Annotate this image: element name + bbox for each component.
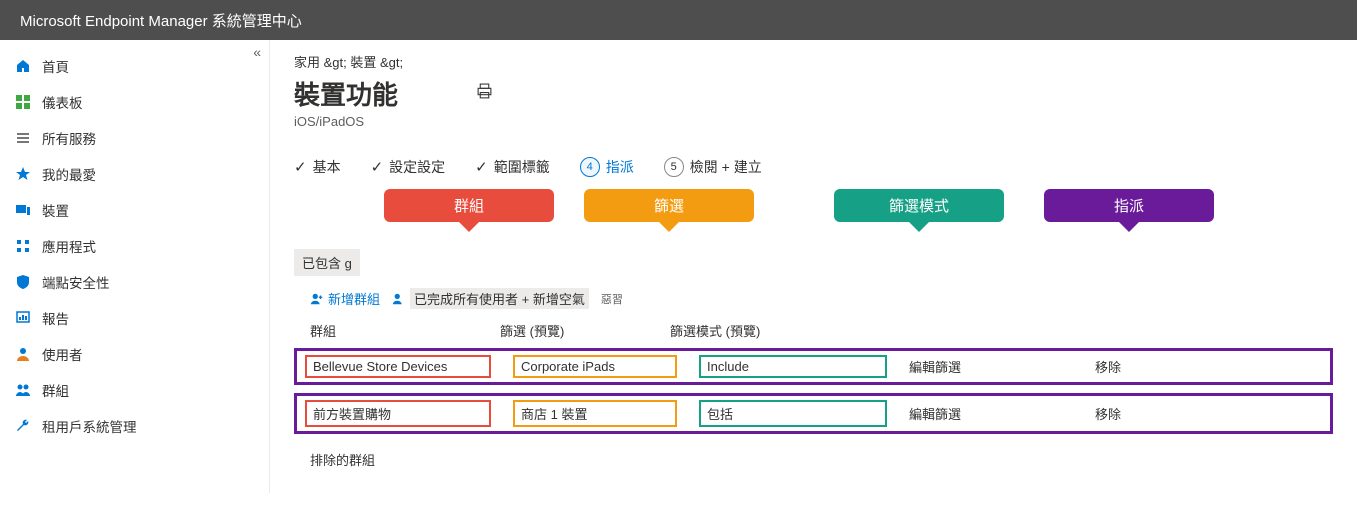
sidebar-item-label: 端點安全性	[42, 272, 110, 292]
dashboard-icon	[14, 93, 32, 111]
wrench-icon	[14, 417, 32, 435]
group-icon	[14, 381, 32, 399]
assignment-row: Bellevue Store Devices Corporate iPads I…	[294, 348, 1333, 385]
sidebar-item-all-services[interactable]: 所有服務	[0, 120, 269, 156]
breadcrumb[interactable]: 家用 &gt; 裝置 &gt;	[294, 52, 1333, 71]
check-icon: ✓	[371, 158, 384, 176]
check-icon: ✓	[475, 158, 488, 176]
step-number: 4	[580, 157, 600, 177]
header-group: 群組	[310, 321, 500, 340]
sidebar: « 首頁 儀表板 所有服務 我的最愛 裝置 應用程式 端點安全性	[0, 40, 270, 493]
add-all-users-button[interactable]: 已完成所有使用者 + 新增空氣	[392, 288, 589, 309]
sidebar-item-label: 群組	[42, 380, 69, 400]
sidebar-item-label: 租用戶系統管理	[42, 416, 137, 436]
callout-group: 群組	[384, 189, 554, 222]
table-headers: 群組 篩選 (預覽) 篩選模式 (預覽)	[294, 321, 1333, 340]
report-icon	[14, 309, 32, 327]
add-group-button[interactable]: 新增群組	[310, 289, 380, 308]
cell-filter: 商店 1 裝置	[513, 400, 677, 427]
sidebar-item-label: 應用程式	[42, 236, 96, 256]
included-groups-label: 已包含 g	[294, 249, 360, 276]
cell-mode: Include	[699, 355, 887, 378]
wizard-step-review[interactable]: 5檢閱 + 建立	[664, 157, 762, 177]
star-icon	[14, 165, 32, 183]
sidebar-item-endpoint-security[interactable]: 端點安全性	[0, 264, 269, 300]
edit-filter-link[interactable]: 編輯篩選	[901, 396, 1087, 431]
sidebar-item-tenant-admin[interactable]: 租用戶系統管理	[0, 408, 269, 444]
sidebar-item-label: 所有服務	[42, 128, 96, 148]
devices-icon	[14, 201, 32, 219]
sidebar-collapse-button[interactable]: «	[253, 44, 261, 60]
callout-filter: 篩選	[584, 189, 754, 222]
wizard-step-assignments[interactable]: 4指派	[580, 157, 634, 177]
top-bar: Microsoft Endpoint Manager 系統管理中心	[0, 0, 1357, 40]
main-content: 家用 &gt; 裝置 &gt; 裝置功能 iOS/iPadOS ✓基本 ✓設定設…	[270, 40, 1357, 493]
sidebar-item-reports[interactable]: 報告	[0, 300, 269, 336]
excluded-groups-label: 排除的群組	[294, 450, 1333, 469]
sidebar-item-apps[interactable]: 應用程式	[0, 228, 269, 264]
sidebar-item-label: 使用者	[42, 344, 83, 364]
cell-group: 前方裝置購物	[305, 400, 491, 427]
sidebar-item-devices[interactable]: 裝置	[0, 192, 269, 228]
check-icon: ✓	[294, 158, 307, 176]
shield-icon	[14, 273, 32, 291]
person-add-icon	[392, 292, 406, 306]
sidebar-item-label: 報告	[42, 308, 69, 328]
step-number: 5	[664, 157, 684, 177]
callout-assign: 指派	[1044, 189, 1214, 222]
header-mode: 篩選模式 (預覽)	[670, 321, 870, 340]
header-filter: 篩選 (預覽)	[500, 321, 670, 340]
sidebar-item-users[interactable]: 使用者	[0, 336, 269, 372]
callout-mode: 篩選模式	[834, 189, 1004, 222]
sidebar-item-label: 首頁	[42, 56, 69, 76]
sidebar-item-home[interactable]: 首頁	[0, 48, 269, 84]
remove-link[interactable]: 移除	[1087, 396, 1247, 431]
app-title: Microsoft Endpoint Manager 系統管理中心	[20, 10, 302, 31]
assignment-row: 前方裝置購物 商店 1 裝置 包括 編輯篩選 移除	[294, 393, 1333, 434]
person-add-icon	[310, 292, 324, 306]
page-subtitle: iOS/iPadOS	[294, 114, 1333, 129]
wizard-step-config[interactable]: ✓設定設定	[371, 157, 446, 177]
callout-annotations: 群組 篩選 篩選模式 指派	[294, 189, 1333, 243]
cell-mode: 包括	[699, 400, 887, 427]
sidebar-item-label: 裝置	[42, 200, 69, 220]
action-row: 新增群組 已完成所有使用者 + 新增空氣 惡習	[294, 288, 1333, 309]
remove-link[interactable]: 移除	[1087, 351, 1247, 382]
sidebar-item-label: 儀表板	[42, 92, 83, 112]
wizard-step-scope[interactable]: ✓範圍標籤	[475, 157, 550, 177]
wizard-step-basics[interactable]: ✓基本	[294, 157, 341, 177]
print-icon[interactable]	[476, 83, 493, 105]
sidebar-item-favorites[interactable]: 我的最愛	[0, 156, 269, 192]
apps-icon	[14, 237, 32, 255]
sidebar-item-dashboard[interactable]: 儀表板	[0, 84, 269, 120]
cell-filter: Corporate iPads	[513, 355, 677, 378]
wizard-steps: ✓基本 ✓設定設定 ✓範圍標籤 4指派 5檢閱 + 建立	[294, 157, 1333, 177]
add-all-devices-suffix: 惡習	[601, 291, 623, 307]
list-icon	[14, 129, 32, 147]
user-icon	[14, 345, 32, 363]
sidebar-item-groups[interactable]: 群組	[0, 372, 269, 408]
cell-group: Bellevue Store Devices	[305, 355, 491, 378]
home-icon	[14, 57, 32, 75]
sidebar-item-label: 我的最愛	[42, 164, 96, 184]
edit-filter-link[interactable]: 編輯篩選	[901, 351, 1087, 382]
page-title: 裝置功能	[294, 75, 398, 112]
